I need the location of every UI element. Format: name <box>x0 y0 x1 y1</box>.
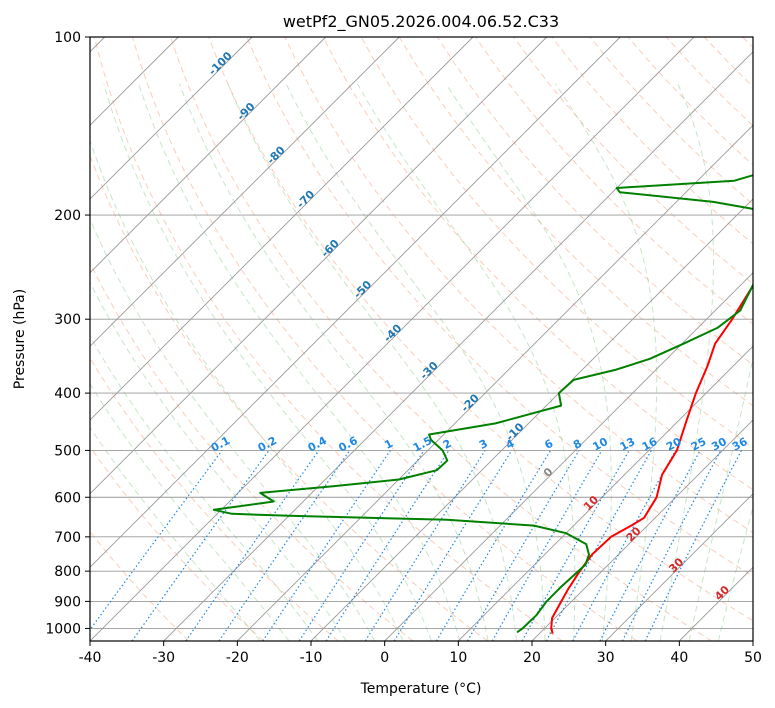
x-tick-label: -10 <box>300 650 323 666</box>
mixing-ratio-label: 30 <box>709 435 729 454</box>
moist-adiabat-line <box>90 281 347 641</box>
moist-adiabat-line <box>90 382 290 641</box>
isotherm-line <box>605 493 753 641</box>
isotherm-line <box>310 198 753 641</box>
mixing-ratio-line <box>218 450 351 641</box>
dry-adiabat-line <box>246 37 753 577</box>
isotherm-line <box>90 37 621 568</box>
isotherm-line <box>457 345 753 641</box>
isotherm-line <box>531 419 753 641</box>
dry-adiabat-line <box>284 37 753 534</box>
mixing-ratio-label: 25 <box>689 435 709 454</box>
y-tick-label: 300 <box>54 312 81 328</box>
dry-adiabat-line <box>90 445 264 641</box>
moist-adiabat-line <box>717 505 753 641</box>
temperature-profile-line <box>550 283 753 634</box>
mixing-ratio-label: 10 <box>590 435 610 454</box>
y-tick-label: 400 <box>54 386 81 402</box>
data-lines <box>212 174 753 634</box>
mixing-ratio-line <box>521 450 630 641</box>
x-tick-label: 10 <box>449 650 467 666</box>
moist-adiabat-line <box>285 83 546 641</box>
y-tick-label: 600 <box>54 490 81 506</box>
y-tick-label: 800 <box>54 564 81 580</box>
mixing-ratio-line <box>644 450 743 641</box>
x-tick-label: -20 <box>226 650 249 666</box>
mixing-ratio-label: 36 <box>730 435 750 454</box>
mixing-ratio-label: 13 <box>618 435 638 454</box>
isotherm-line <box>90 37 327 274</box>
mixing-ratio-line <box>90 450 223 631</box>
dry-adiabat-line <box>322 37 753 491</box>
plot-background <box>90 37 753 641</box>
dry-adiabat-line <box>208 37 753 622</box>
mixing-ratio-line <box>185 450 320 641</box>
moist-adiabat-line <box>554 83 658 641</box>
mixing-ratio-line <box>325 450 450 641</box>
x-tick-label: -30 <box>152 650 175 666</box>
y-tick-label: 200 <box>54 208 81 224</box>
plot-frame <box>89 36 754 642</box>
mixing-ratio-line <box>393 450 513 641</box>
mixing-ratio-line <box>545 450 652 641</box>
moist-adiabat-line <box>357 83 576 641</box>
mixing-ratio-label: 20 <box>664 435 684 454</box>
isotherm-line <box>90 37 253 200</box>
moist-adiabat-line <box>179 83 489 641</box>
y-tick-label: 500 <box>54 443 81 459</box>
isotherm-line <box>90 37 400 347</box>
y-tick-label: 1000 <box>45 621 81 637</box>
mixing-ratio-line <box>621 450 722 641</box>
chart-title: wetPf2_GN05.2026.004.06.52.C33 <box>283 12 559 32</box>
isotherm-line <box>752 640 753 641</box>
y-tick-label: 100 <box>54 30 81 46</box>
x-axis: -40 -30 -20 -10 0 10 20 30 40 50 <box>79 641 762 666</box>
mixing-ratio-line <box>298 450 425 641</box>
dewpoint-profile-line <box>212 174 753 634</box>
dry-adiabat-line <box>90 357 339 641</box>
moist-adiabat-line <box>227 83 517 641</box>
x-tick-label: 0 <box>380 650 389 666</box>
y-axis: 100 200 300 400 500 600 700 800 900 1000 <box>45 30 90 637</box>
mixing-ratio-label: 16 <box>640 435 660 454</box>
isotherm-line <box>384 272 753 641</box>
moist-adiabat-line <box>659 83 714 641</box>
y-tick-label: 900 <box>54 594 81 610</box>
y-axis-label: Pressure (hPa) <box>12 289 28 389</box>
isotherm-line <box>236 124 753 641</box>
moist-adiabat-line <box>90 335 319 641</box>
x-tick-label: -40 <box>79 650 102 666</box>
isotherm-line <box>163 51 753 641</box>
moist-adiabat-line <box>90 138 404 641</box>
x-tick-label: 30 <box>597 650 615 666</box>
isotherm-line <box>90 37 474 421</box>
background-lines <box>90 37 753 641</box>
moist-adiabat-line <box>103 83 432 641</box>
moist-adiabat-line <box>138 83 461 641</box>
x-tick-label: 20 <box>523 650 541 666</box>
mixing-ratio-line <box>131 450 270 641</box>
moist-adiabat-line <box>688 355 753 641</box>
dry-adiabat-line <box>90 261 414 641</box>
x-axis-label: Temperature (°C) <box>360 681 482 697</box>
isotherm-line <box>90 37 548 495</box>
dry-adiabat-line <box>475 37 753 325</box>
moist-adiabat-line <box>90 426 261 641</box>
mixing-ratio-line <box>572 450 677 641</box>
isotherm-line <box>90 37 695 641</box>
moist-adiabat-line <box>90 217 376 641</box>
dry-adiabat-line <box>170 37 712 641</box>
x-tick-label: 40 <box>670 650 688 666</box>
y-tick-label: 700 <box>54 530 81 546</box>
x-tick-label: 50 <box>744 650 762 666</box>
dry-adiabat-line <box>513 37 753 285</box>
moist-adiabat-line <box>445 83 612 641</box>
dry-adiabat-line <box>93 37 563 641</box>
mixing-ratio-line <box>262 450 391 641</box>
